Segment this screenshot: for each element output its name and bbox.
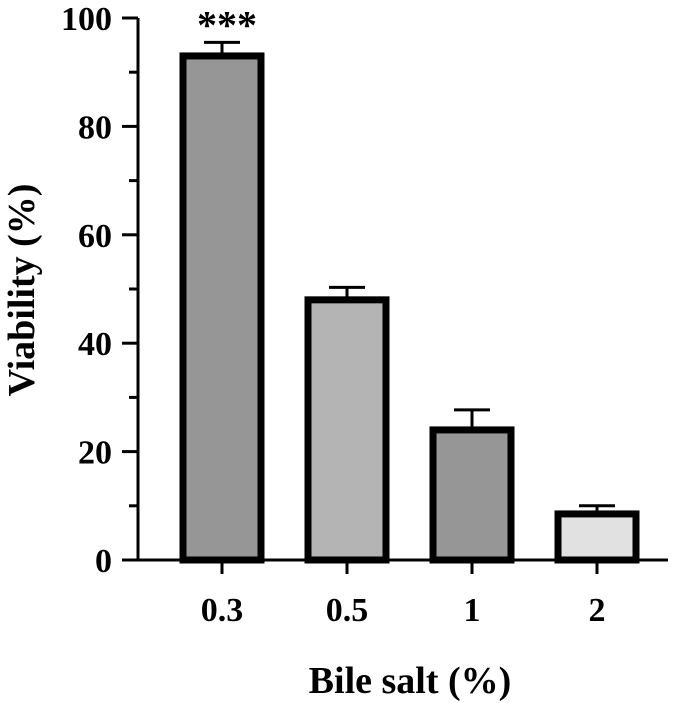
bars-layer — [179, 52, 640, 564]
labels-layer: 0.3 0.5 1 2 *** 0 20 40 60 80 100 — [61, 1, 606, 629]
x-tick-label-0.5: 0.5 — [326, 592, 369, 629]
x-axis-title: Bile salt (%) — [309, 660, 512, 702]
x-tick-label-1: 1 — [464, 592, 481, 629]
y-tick-label-80: 80 — [78, 109, 112, 146]
significance-annotation: *** — [197, 2, 257, 47]
bar-2 — [554, 510, 640, 564]
y-tick-label-40: 40 — [78, 326, 112, 363]
y-tick-label-60: 60 — [78, 218, 112, 255]
y-tick-label-20: 20 — [78, 435, 112, 472]
x-tick-label-0.3: 0.3 — [201, 592, 244, 629]
error-bars-layer — [204, 40, 615, 514]
bar-0.3 — [179, 52, 265, 564]
bar-0.5 — [304, 296, 390, 564]
y-tick-label-100: 100 — [61, 1, 112, 38]
axes-layer — [122, 16, 668, 574]
x-tick-label-2: 2 — [589, 592, 606, 629]
bar-1 — [429, 426, 515, 564]
y-axis-title: Viability (%) — [1, 184, 43, 397]
y-tick-label-0: 0 — [95, 543, 112, 580]
